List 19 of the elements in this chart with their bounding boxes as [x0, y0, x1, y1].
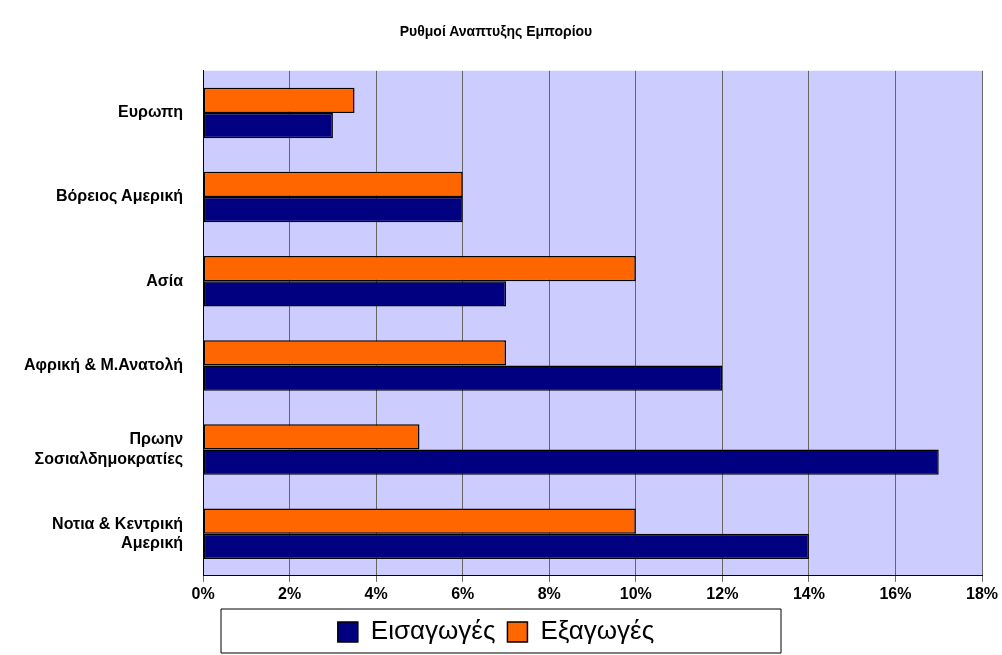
- x-tick-label: 2%: [278, 584, 302, 602]
- x-tick-label: 14%: [792, 584, 825, 602]
- x-tick-label: 4%: [364, 584, 388, 602]
- x-tick-label: 10%: [619, 584, 652, 602]
- x-tick-label: 16%: [879, 584, 912, 602]
- y-tick-label: Αφρική & Μ.Ανατολή: [24, 355, 184, 373]
- x-tick-label: 0%: [191, 584, 215, 602]
- legend-label: Εξαγωγές: [540, 615, 655, 646]
- y-tick-label: Νοτια & Κεντρική Αμερική: [52, 514, 184, 551]
- x-tick-label: 12%: [706, 584, 739, 602]
- x-tick-label: 18%: [965, 584, 999, 602]
- x-tick-label: 8%: [537, 584, 561, 602]
- y-tick-label: Ευρωπη: [118, 103, 184, 121]
- y-tick-label: Βόρειος Αμερική: [55, 187, 184, 206]
- y-tick-label: Ασία: [146, 271, 184, 289]
- x-tick-label: 6%: [451, 584, 475, 602]
- chart-title: Ρυθμοί Αναπτυξης Εμπορίου: [399, 23, 593, 40]
- y-tick-label: Πρωην Σοσιαλδημοκρατίες: [34, 430, 184, 468]
- legend-label: Εισαγωγές: [370, 615, 496, 646]
